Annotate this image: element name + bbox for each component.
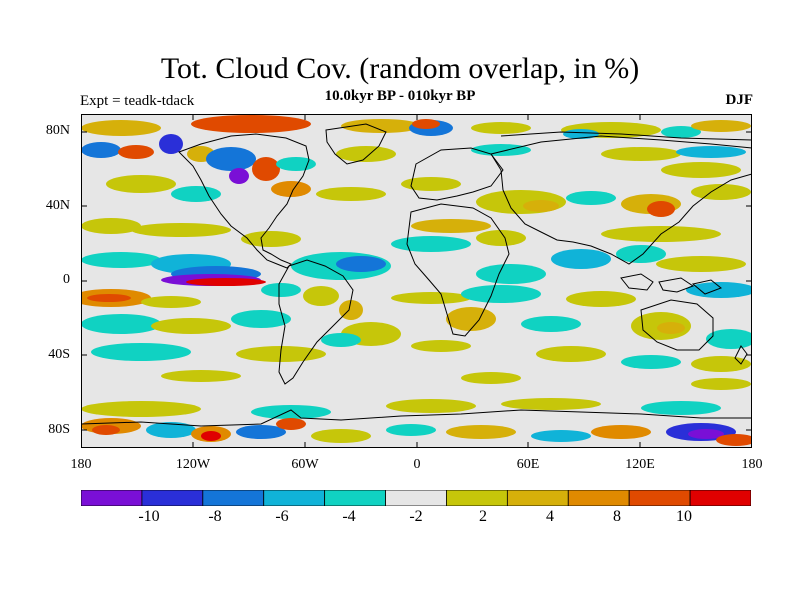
colorbar [81, 490, 751, 506]
lon-tick-60e: 60E [516, 457, 540, 472]
greenland-coastline [325, 123, 387, 165]
lat-tick-80n: 80N [45, 123, 70, 138]
colorbar-cell [202, 490, 265, 506]
arctic-coastline [500, 131, 752, 141]
colorbar-cell [141, 490, 204, 506]
lat-tick-40s: 40S [48, 347, 70, 362]
maritime-continent-coastline [620, 273, 722, 295]
axis-ticks [81, 114, 752, 448]
lon-tick-60w: 60W [291, 457, 319, 472]
colorbar-label: -2 [409, 508, 423, 525]
colorbar-cell [263, 490, 326, 506]
colorbar-cell [628, 490, 691, 506]
africa-coastline [406, 203, 510, 337]
colorbar-cell [446, 490, 508, 506]
lat-tick-40n: 40N [45, 198, 70, 213]
coastlines [81, 123, 752, 427]
lon-tick-120e: 120E [625, 457, 655, 472]
lat-tick-80s: 80S [48, 422, 70, 437]
colorbar-label: -6 [275, 508, 289, 525]
plot-subtitle: 10.0kyr BP - 010kyr BP [324, 88, 476, 104]
season-label: DJF [725, 92, 754, 108]
colorbar-label: -8 [208, 508, 222, 525]
colorbar-label: -10 [138, 508, 160, 525]
lon-tick-0: 0 [413, 457, 421, 472]
colorbar-label: 4 [546, 508, 554, 525]
lon-tick-180e: 180 [741, 457, 763, 472]
plot-title: Tot. Cloud Cov. (random overlap, in %) [160, 52, 640, 85]
lon-tick-180w: 180 [70, 457, 92, 472]
antarctica-coastline [81, 409, 752, 427]
lon-tick-120w: 120W [175, 457, 211, 472]
south-america-coastline [278, 259, 354, 385]
colorbar-cell [324, 490, 386, 506]
lat-tick-0: 0 [63, 272, 70, 287]
colorbar-label: 8 [613, 508, 621, 525]
australia-coastline [640, 299, 714, 351]
new-zealand-coastline [734, 345, 748, 365]
colorbar-label: 10 [676, 508, 692, 525]
cloud-cover-difference-map [81, 114, 752, 448]
colorbar-cell [506, 490, 569, 506]
colorbar-cell [567, 490, 630, 506]
europe-coastline [410, 147, 504, 201]
experiment-label: Expt = teadk-tdack [80, 93, 195, 109]
colorbar-label: 2 [479, 508, 487, 525]
colorbar-cell [689, 490, 751, 506]
asia-coastline [490, 135, 752, 265]
north-america-coastline [178, 133, 310, 269]
colorbar-cell [81, 490, 143, 506]
colorbar-cell [385, 490, 447, 506]
colorbar-label: -4 [342, 508, 356, 525]
